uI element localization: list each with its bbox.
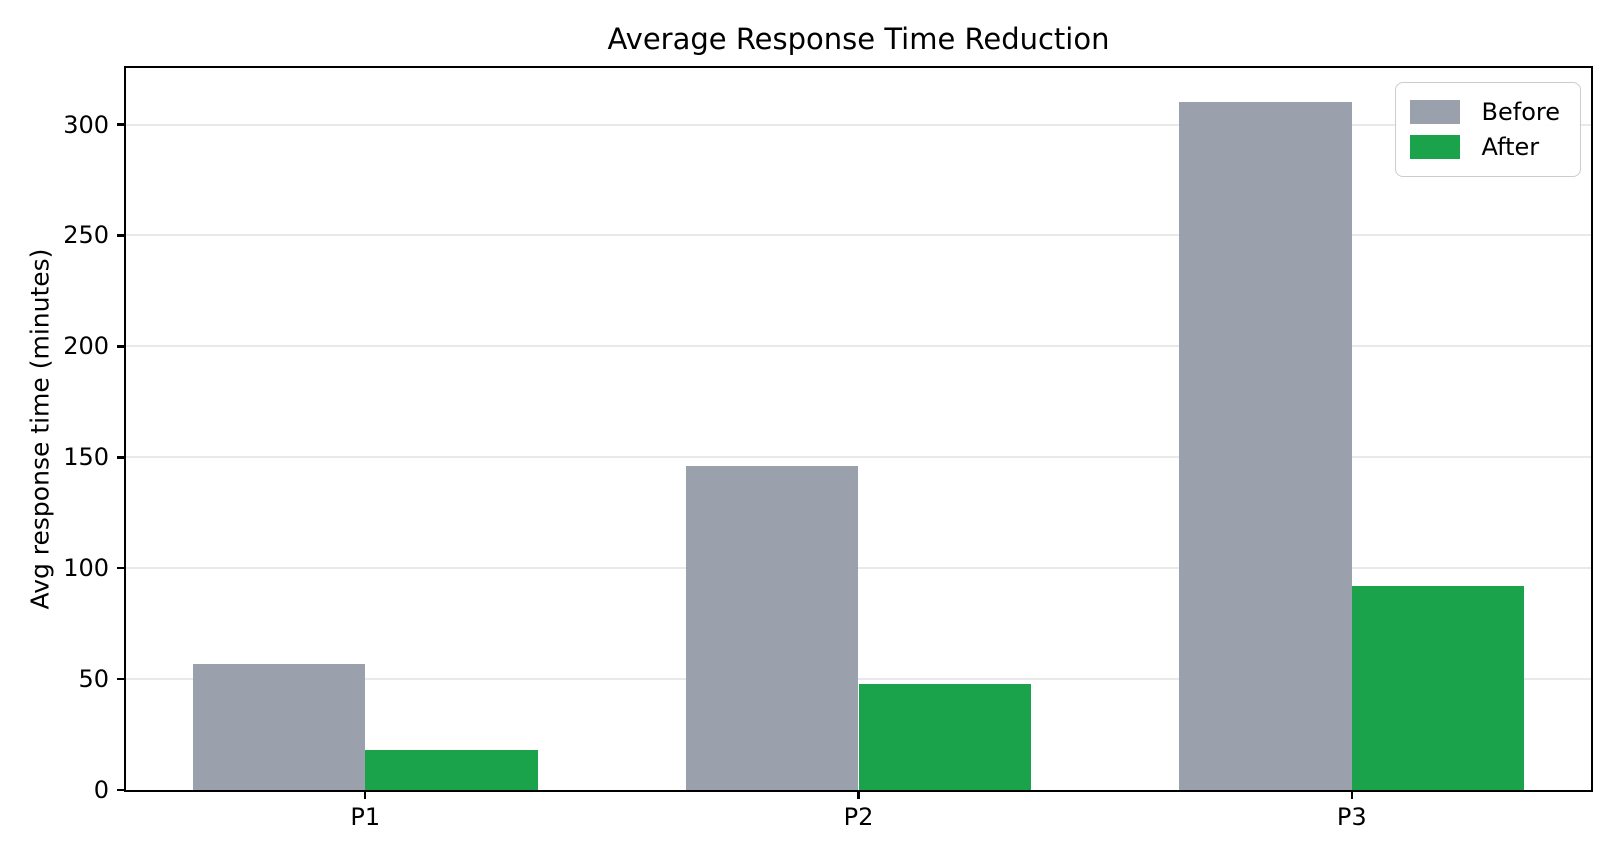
y-tick-label: 250	[63, 221, 109, 250]
legend-swatch-after	[1409, 135, 1460, 159]
y-tick-label: 300	[63, 110, 109, 139]
gridline	[126, 345, 1591, 348]
legend-row: Before	[1409, 98, 1560, 126]
legend-label: After	[1481, 133, 1540, 161]
gridline	[126, 234, 1591, 237]
y-tick	[117, 345, 126, 348]
x-tick-label: P3	[1336, 803, 1367, 831]
bar-before-p3	[1179, 102, 1352, 790]
y-tick-label: 0	[93, 776, 109, 804]
y-tick	[117, 566, 126, 570]
y-axis-label: Avg response time (minutes)	[25, 248, 55, 610]
y-tick	[117, 234, 126, 237]
x-tick-label: P1	[350, 803, 381, 831]
gridline	[126, 123, 1591, 126]
x-tick	[1350, 790, 1354, 799]
legend-label: Before	[1481, 98, 1560, 126]
bar-after-p2	[858, 683, 1032, 790]
y-tick-label: 200	[63, 332, 109, 361]
y-tick	[117, 788, 126, 792]
gridline	[126, 567, 1591, 570]
bar-after-p3	[1351, 585, 1525, 790]
legend-swatch-before	[1409, 100, 1460, 124]
y-tick	[117, 123, 126, 126]
bar-before-p1	[192, 663, 366, 790]
x-tick	[857, 790, 860, 799]
chart-title: Average Response Time Reduction	[607, 22, 1110, 56]
y-tick-label: 50	[78, 665, 109, 694]
x-tick	[363, 790, 367, 799]
y-tick-label: 100	[63, 554, 109, 583]
y-tick	[117, 677, 126, 681]
gridline	[126, 456, 1591, 459]
bar-before-p2	[685, 466, 859, 790]
legend: Before After	[1394, 82, 1581, 177]
plot-area: 0 50 100 150 200 250 300 P1 P2 P3 Before After	[63, 66, 1593, 830]
y-tick-label: 150	[63, 443, 109, 472]
legend-row: After	[1409, 133, 1560, 161]
bar-after-p1	[365, 750, 538, 790]
gridline	[126, 678, 1591, 681]
x-tick-label: P2	[843, 803, 874, 831]
y-tick	[117, 456, 126, 459]
